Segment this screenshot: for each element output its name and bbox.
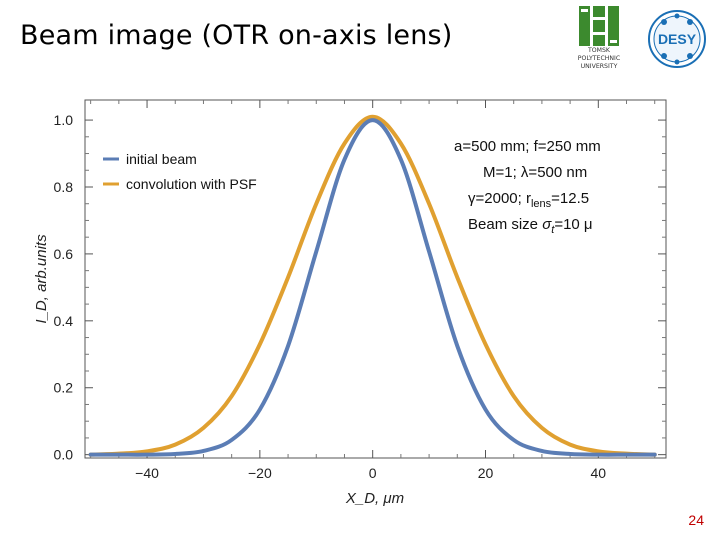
series-line-initial-beam — [88, 118, 657, 457]
x-tick-label: 40 — [591, 465, 607, 481]
y-tick-label: 0.8 — [54, 179, 74, 195]
plot-frame — [84, 99, 667, 459]
slide-title: Beam image (OTR on-axis lens) — [20, 20, 453, 51]
y-tick-label: 0.6 — [54, 246, 74, 262]
series-line-convolution — [88, 114, 657, 457]
tpu-logo-line3: UNIVERSITY — [580, 63, 618, 70]
annotation-line-3-value: =12.5 — [551, 190, 589, 207]
legend-label-initial-beam: initial beam — [126, 151, 197, 167]
x-tick-label: −40 — [135, 465, 159, 481]
x-axis-title: X_D, μm — [345, 490, 404, 507]
tpu-logo-icon — [579, 6, 619, 46]
y-tick-label: 0.0 — [54, 447, 74, 463]
desy-logo: DESY — [648, 10, 706, 68]
annotation-line-3-sub: lens — [531, 198, 552, 210]
legend-label-convolution: convolution with PSF — [126, 176, 257, 192]
y-tick-labels: 0.0 0.2 0.4 0.6 0.8 1.0 — [54, 112, 74, 463]
annotation-line-4-value: =10 μ — [554, 216, 592, 233]
annotation-line-4-sigma: σ — [542, 216, 552, 233]
page-number: 24 — [688, 512, 704, 528]
x-tick-label: 0 — [369, 465, 377, 481]
y-tick-label: 0.2 — [54, 380, 74, 396]
x-tick-label: 20 — [478, 465, 494, 481]
tpu-logo-line1: TOMSK — [588, 47, 610, 54]
y-tick-label: 1.0 — [54, 112, 74, 128]
parameter-annotation: a=500 mm; f=250 mm M=1; λ=500 nm γ=2000;… — [454, 138, 601, 236]
annotation-line-4: Beam size σt=10 μ — [468, 216, 593, 236]
annotation-line-2: M=1; λ=500 nm — [483, 164, 587, 181]
y-tick-label: 0.4 — [54, 313, 74, 329]
x-tick-labels: −40 −20 0 20 40 — [135, 465, 606, 481]
annotation-line-1: a=500 mm; f=250 mm — [454, 138, 601, 155]
annotation-line-4-sub: t — [551, 224, 555, 236]
annotation-line-4-label: Beam size — [468, 216, 542, 233]
annotation-line-3-main: γ=2000; r — [468, 190, 531, 207]
tpu-logo: TOMSK POLYTECHNIC UNIVERSITY — [567, 6, 631, 76]
minor-ticks — [85, 100, 666, 458]
y-axis-title: I_D, arb.units — [33, 234, 50, 324]
x-tick-label: −20 — [248, 465, 272, 481]
annotation-line-3: γ=2000; rlens=12.5 — [468, 190, 589, 210]
legend: initial beam convolution with PSF — [103, 151, 257, 192]
tpu-logo-line2: POLYTECHNIC — [577, 55, 621, 62]
series-layer — [88, 114, 657, 457]
desy-logo-text: DESY — [658, 31, 697, 47]
